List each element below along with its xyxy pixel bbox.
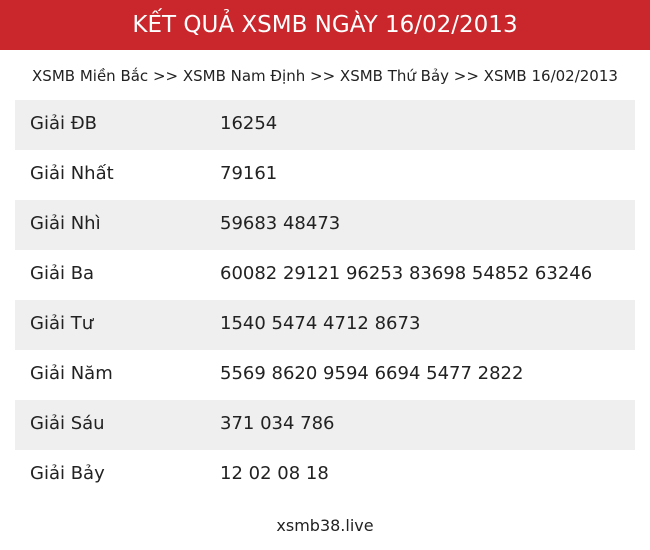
table-row: Giải Năm 5569 8620 9594 6694 5477 2822: [15, 350, 635, 400]
prize-numbers: 16254: [220, 113, 278, 134]
prize-label: Giải Nhất: [30, 163, 114, 184]
prize-numbers: 12 02 08 18: [220, 463, 329, 484]
table-row: Giải Sáu 371 034 786: [15, 400, 635, 450]
table-row: Giải ĐB 16254: [15, 100, 635, 150]
table-row: Giải Nhì 59683 48473: [15, 200, 635, 250]
results-table: Giải ĐB 16254 Giải Nhất 79161 Giải Nhì 59683 …: [15, 100, 635, 500]
prize-label: Giải Bảy: [30, 463, 105, 484]
table-row: Giải Bảy 12 02 08 18: [15, 450, 635, 500]
table-row: Giải Tư 1540 5474 4712 8673: [15, 300, 635, 350]
prize-numbers: 1540 5474 4712 8673: [220, 313, 421, 334]
prize-label: Giải Năm: [30, 363, 113, 384]
prize-numbers: 59683 48473: [220, 213, 341, 234]
prize-numbers: 5569 8620 9594 6694 5477 2822: [220, 363, 524, 384]
prize-label: Giải Nhì: [30, 213, 101, 234]
prize-label: Giải ĐB: [30, 113, 97, 134]
prize-numbers: 60082 29121 96253 83698 54852 63246: [220, 263, 593, 284]
header-title: KẾT QUẢ XSMB NGÀY 16/02/2013: [0, 0, 650, 50]
table-row: Giải Nhất 79161: [15, 150, 635, 200]
prize-numbers: 79161: [220, 163, 278, 184]
table-row: Giải Ba 60082 29121 96253 83698 54852 632…: [15, 250, 635, 300]
prize-numbers: 371 034 786: [220, 413, 335, 434]
prize-label: Giải Ba: [30, 263, 95, 284]
footer[interactable]: xsmb38.live: [276, 516, 374, 535]
prize-label: Giải Tư: [30, 313, 94, 334]
prize-label: Giải Sáu: [30, 413, 105, 434]
breadcrumb[interactable]: XSMB Miền Bắc >> XSMB Nam Định >> XSMB T…: [32, 67, 618, 85]
